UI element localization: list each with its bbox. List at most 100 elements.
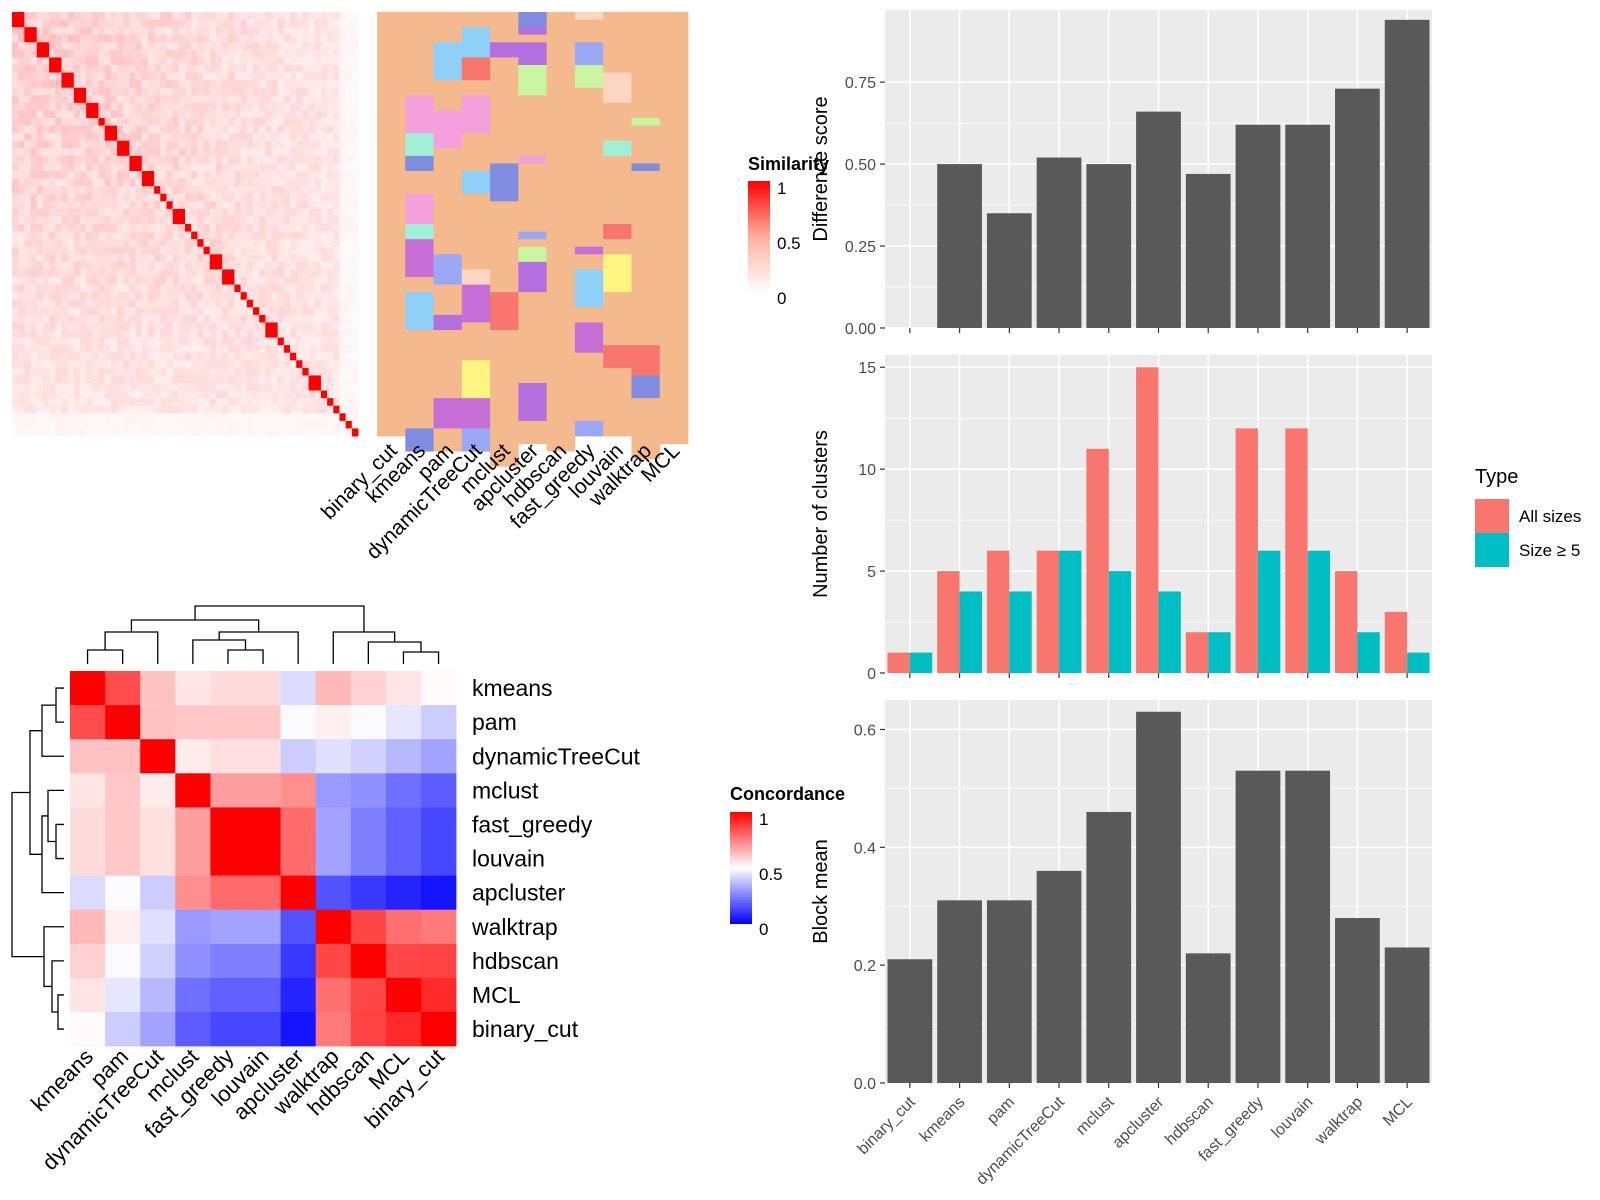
similarity-cell xyxy=(215,322,223,331)
similarity-cell xyxy=(222,246,229,255)
similarity-cell xyxy=(18,390,25,399)
similarity-cell xyxy=(86,337,93,346)
similarity-cell xyxy=(222,19,229,28)
similarity-cell xyxy=(252,49,260,58)
similarity-cell xyxy=(246,216,254,225)
similarity-cell xyxy=(42,216,50,225)
similarity-cell xyxy=(12,42,19,51)
similarity-cell xyxy=(302,277,309,285)
similarity-cell xyxy=(86,186,93,195)
similarity-cell xyxy=(135,231,143,240)
similarity-cell xyxy=(110,102,118,111)
similarity-cell xyxy=(30,375,38,384)
similarity-cell xyxy=(271,307,279,316)
similarity-cell xyxy=(160,95,167,104)
similarity-cell xyxy=(290,34,297,43)
similarity-cell xyxy=(154,186,161,195)
similarity-cell xyxy=(314,193,322,202)
similarity-cell xyxy=(166,133,174,142)
similarity-cell xyxy=(24,125,31,134)
similarity-cell xyxy=(55,277,62,285)
similarity-cell xyxy=(160,12,167,20)
similarity-cell xyxy=(36,405,44,414)
similarity-cell xyxy=(178,125,186,134)
similarity-cell xyxy=(252,428,260,437)
similarity-cell xyxy=(129,299,136,308)
similarity-cell xyxy=(296,330,303,338)
similarity-cell xyxy=(209,375,217,384)
similarity-cell xyxy=(246,367,254,376)
similarity-cell xyxy=(178,72,186,81)
similarity-cell xyxy=(12,193,19,202)
similarity-cell xyxy=(123,95,130,104)
similarity-cell xyxy=(351,428,359,437)
similarity-cell xyxy=(333,277,340,285)
similarity-cell xyxy=(296,163,303,172)
dendrogram-link xyxy=(29,730,42,855)
similarity-cell xyxy=(339,163,347,172)
similarity-cell xyxy=(271,413,279,422)
similarity-cell xyxy=(110,110,118,119)
similarity-cell xyxy=(67,405,75,414)
similarity-cell xyxy=(104,102,112,111)
similarity-cell xyxy=(154,65,161,73)
similarity-cell xyxy=(98,352,106,361)
bar-all-sizes xyxy=(1285,428,1308,673)
similarity-cell xyxy=(283,299,291,308)
similarity-cell xyxy=(240,27,248,36)
similarity-cell xyxy=(110,254,118,263)
similarity-cell xyxy=(290,224,297,232)
similarity-cell xyxy=(104,118,112,126)
similarity-cell xyxy=(160,299,167,308)
similarity-cell xyxy=(197,360,204,369)
similarity-cell xyxy=(314,186,322,195)
similarity-cell xyxy=(178,201,186,210)
similarity-cell xyxy=(283,420,291,429)
similarity-cell xyxy=(215,19,223,28)
similarity-cell xyxy=(240,19,248,28)
membership-cell xyxy=(490,42,519,58)
similarity-cell xyxy=(308,125,316,134)
membership-cell xyxy=(490,420,519,429)
similarity-cell xyxy=(314,110,322,119)
similarity-cell xyxy=(160,65,167,73)
concordance-cell xyxy=(175,807,211,842)
similarity-cell xyxy=(110,49,118,58)
similarity-cell xyxy=(49,133,56,142)
similarity-cell xyxy=(104,307,112,316)
similarity-cell xyxy=(246,42,254,51)
similarity-cell xyxy=(147,87,155,96)
similarity-cell xyxy=(308,284,316,293)
similarity-cell xyxy=(36,19,44,28)
similarity-cell xyxy=(302,49,309,58)
similarity-cell xyxy=(67,254,75,263)
similarity-cell xyxy=(327,360,334,369)
similarity-cell xyxy=(141,277,149,285)
similarity-cell xyxy=(215,102,223,111)
similarity-cell xyxy=(259,155,266,164)
similarity-cell xyxy=(30,246,38,255)
similarity-cell xyxy=(129,65,136,73)
similarity-cell xyxy=(36,269,44,278)
similarity-cell xyxy=(277,57,285,66)
similarity-cell xyxy=(302,42,309,51)
concordance-row-label: walktrap xyxy=(471,914,558,940)
similarity-cell xyxy=(228,155,235,164)
dendrogram-link xyxy=(41,815,64,894)
similarity-cell xyxy=(191,224,198,232)
similarity-cell xyxy=(61,375,69,384)
similarity-cell xyxy=(135,224,143,232)
similarity-cell xyxy=(259,269,266,278)
similarity-cell xyxy=(104,428,112,437)
similarity-cell xyxy=(246,322,254,331)
membership-cell xyxy=(659,277,689,308)
similarity-cell xyxy=(339,49,347,58)
similarity-cell xyxy=(73,163,81,172)
similarity-cell xyxy=(209,163,217,172)
similarity-cell xyxy=(30,12,38,20)
similarity-cell xyxy=(110,405,118,414)
similarity-cell xyxy=(18,102,25,111)
similarity-cell xyxy=(123,27,130,36)
membership-cell xyxy=(659,12,689,43)
similarity-cell xyxy=(141,193,149,202)
